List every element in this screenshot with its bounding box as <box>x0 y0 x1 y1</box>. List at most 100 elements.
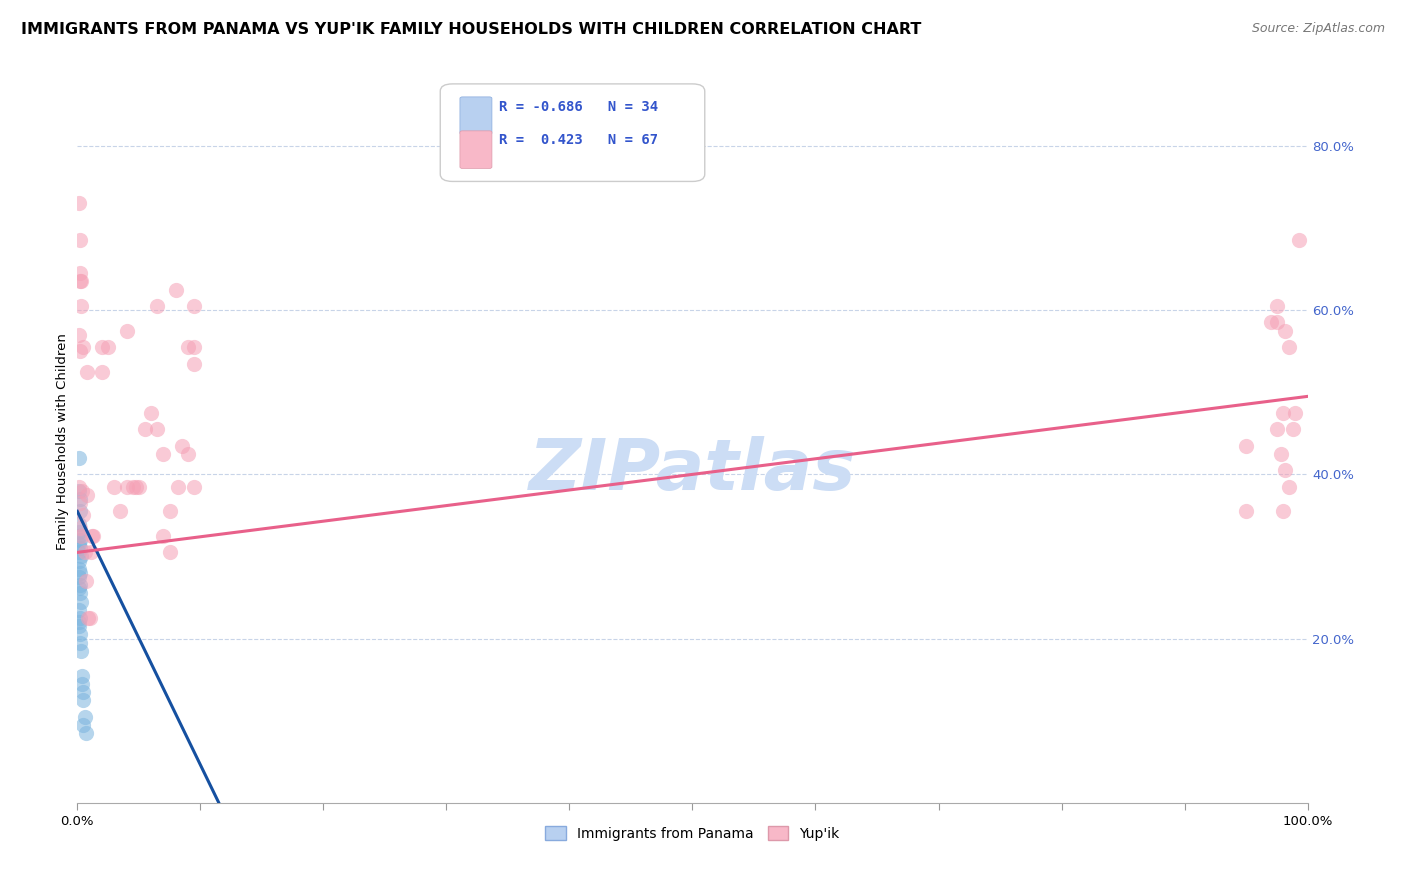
Point <box>67 516 90 531</box>
Point <box>167 480 190 494</box>
Point <box>69 266 91 280</box>
Point <box>177 340 200 354</box>
Point <box>67 581 90 595</box>
Point <box>76 365 98 379</box>
Point <box>97 340 120 354</box>
Point <box>70 644 93 658</box>
Point <box>67 483 90 498</box>
Point <box>67 603 90 617</box>
Point <box>152 529 174 543</box>
Point <box>69 233 91 247</box>
Point <box>79 611 101 625</box>
Point <box>82 529 104 543</box>
Point <box>72 340 94 354</box>
Point <box>165 283 187 297</box>
Point <box>1260 316 1282 330</box>
Y-axis label: Family Households with Children: Family Households with Children <box>56 333 69 550</box>
Point <box>1274 324 1296 338</box>
Point <box>1278 480 1301 494</box>
Legend: Immigrants from Panama, Yup'ik: Immigrants from Panama, Yup'ik <box>540 821 845 847</box>
FancyBboxPatch shape <box>460 131 492 169</box>
Text: ZIPatlas: ZIPatlas <box>529 436 856 505</box>
Point <box>67 619 90 633</box>
Point <box>134 422 156 436</box>
Point <box>90 365 114 379</box>
FancyBboxPatch shape <box>460 97 492 135</box>
Point <box>177 447 200 461</box>
Point <box>73 709 96 723</box>
Point <box>70 594 93 608</box>
Point <box>70 668 93 682</box>
Point <box>1234 504 1257 518</box>
Point <box>69 578 91 592</box>
Point <box>183 480 205 494</box>
Point <box>1265 299 1288 313</box>
Point <box>70 677 93 691</box>
Point <box>69 504 91 518</box>
Point <box>159 545 181 559</box>
Point <box>67 553 90 567</box>
Text: IMMIGRANTS FROM PANAMA VS YUP'IK FAMILY HOUSEHOLDS WITH CHILDREN CORRELATION CHA: IMMIGRANTS FROM PANAMA VS YUP'IK FAMILY … <box>21 22 921 37</box>
Point <box>1282 422 1305 436</box>
Point <box>159 504 181 518</box>
Point <box>76 488 98 502</box>
Point <box>67 196 90 211</box>
Point <box>69 627 91 641</box>
Point <box>67 615 90 630</box>
Point <box>69 586 91 600</box>
Point <box>1278 340 1301 354</box>
Point <box>69 566 91 580</box>
FancyBboxPatch shape <box>440 84 704 181</box>
Point <box>183 357 205 371</box>
Point <box>1265 422 1288 436</box>
Point <box>69 533 91 547</box>
Point <box>67 327 90 342</box>
Point <box>75 574 97 588</box>
Point <box>1265 316 1288 330</box>
Point <box>69 496 91 510</box>
Point <box>72 508 94 523</box>
Point <box>73 545 96 559</box>
Point <box>67 450 90 465</box>
Point <box>67 545 90 559</box>
Text: R = -0.686   N = 34: R = -0.686 N = 34 <box>499 100 658 114</box>
Point <box>146 422 169 436</box>
Point <box>70 549 93 564</box>
Point <box>72 693 94 707</box>
Point <box>121 480 143 494</box>
Point <box>67 562 90 576</box>
Point <box>67 524 90 539</box>
Point <box>115 324 138 338</box>
Point <box>70 529 93 543</box>
Point <box>170 439 193 453</box>
Point <box>1270 447 1292 461</box>
Point <box>70 483 93 498</box>
Point <box>90 340 114 354</box>
Point <box>69 491 91 506</box>
Point <box>1272 504 1295 518</box>
Point <box>183 340 205 354</box>
Point <box>1288 233 1310 247</box>
Point <box>125 480 148 494</box>
Point <box>75 726 97 740</box>
Point <box>1272 406 1295 420</box>
Point <box>1274 463 1296 477</box>
Point <box>67 537 90 551</box>
Point <box>69 636 91 650</box>
Point <box>141 406 163 420</box>
Text: Source: ZipAtlas.com: Source: ZipAtlas.com <box>1251 22 1385 36</box>
Point <box>80 545 103 559</box>
Point <box>82 529 104 543</box>
Point <box>69 275 91 289</box>
Point <box>69 344 91 359</box>
Point <box>69 541 91 556</box>
Point <box>70 299 93 313</box>
Point <box>69 521 91 535</box>
Point <box>152 447 174 461</box>
Point <box>1234 439 1257 453</box>
Point <box>72 685 94 699</box>
Point <box>72 718 94 732</box>
Point <box>115 480 138 494</box>
Point <box>69 611 91 625</box>
Point <box>103 480 125 494</box>
